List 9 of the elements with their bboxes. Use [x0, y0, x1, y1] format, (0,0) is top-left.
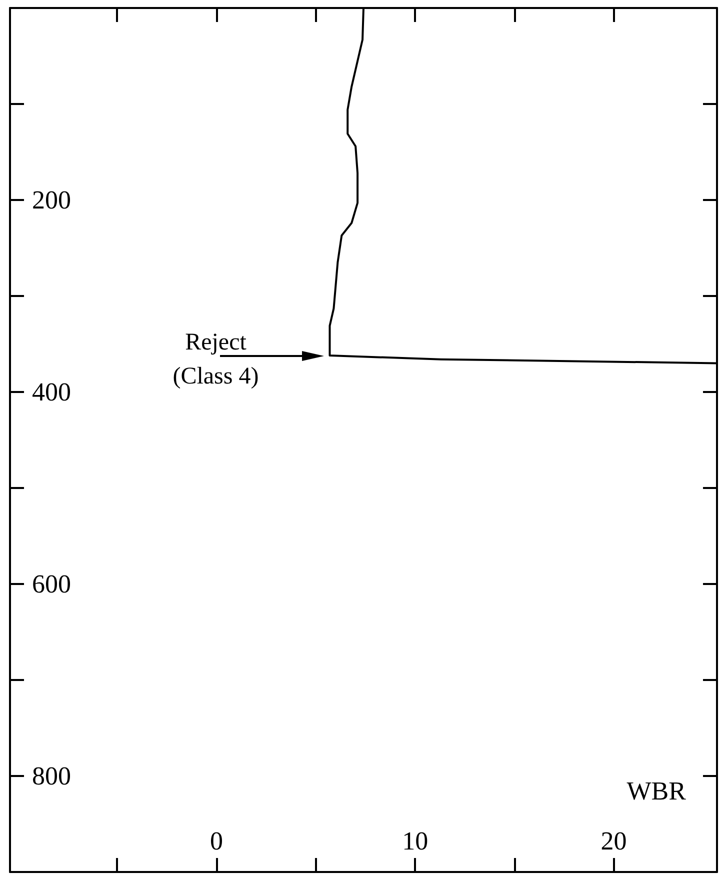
x-tick-label: 0: [210, 826, 224, 856]
annotation: Reject (Class 4): [172, 330, 259, 390]
y-tick-label: 800: [32, 762, 71, 790]
y-tick-label: 200: [32, 186, 71, 214]
x-tick-label: 10: [402, 826, 428, 856]
y-tick-label: 600: [32, 570, 71, 598]
annotation: WBR: [626, 776, 687, 806]
y-tick-label: 400: [32, 378, 71, 406]
x-tick-label: 20: [600, 826, 627, 856]
